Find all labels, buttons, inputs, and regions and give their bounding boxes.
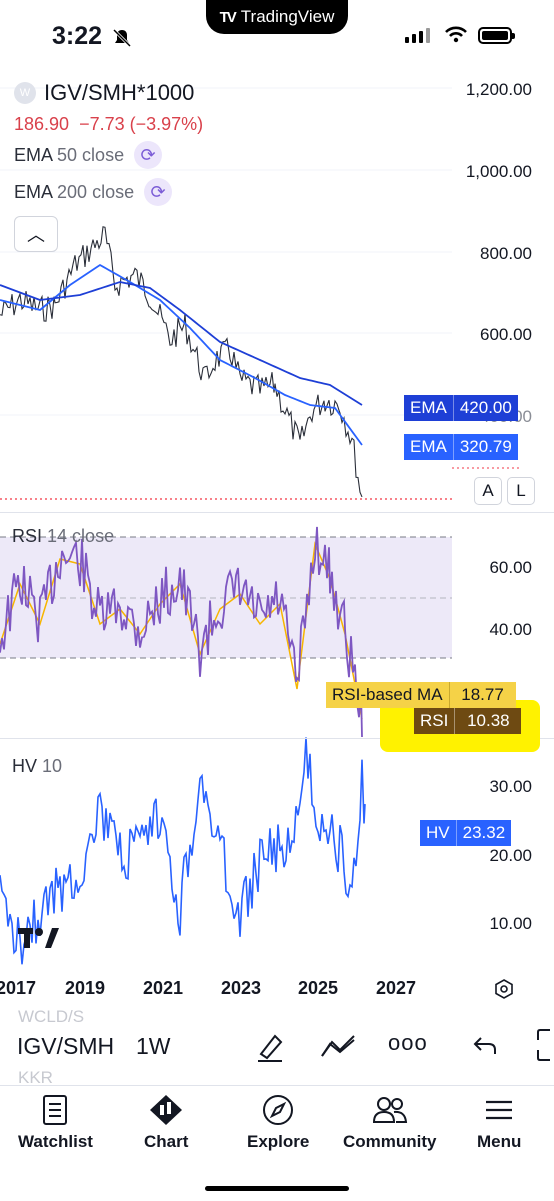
banner-app-name: TradingView — [240, 7, 335, 26]
hv-line — [0, 737, 366, 965]
hv-axis-label: 10.00 — [489, 914, 532, 933]
collapse-legend-button[interactable]: ︿ — [14, 216, 58, 252]
nav-menu[interactable]: Menu — [477, 1086, 521, 1152]
time-axis-label: 2017 — [0, 978, 37, 998]
ema200-line — [0, 281, 363, 406]
undo-icon[interactable] — [473, 1034, 497, 1056]
ema50-price-tag: EMA 320.79 — [404, 434, 518, 460]
price-axis-label: 1,000.00 — [465, 162, 532, 181]
rsi-params: 14 close — [47, 526, 115, 546]
symbol-legend[interactable]: W IGV/SMH*1000 — [14, 80, 194, 106]
rsi-axis-label: 40.00 — [489, 620, 532, 639]
hv-value-tag: HV 23.32 — [420, 820, 512, 846]
nav-label: Explore — [247, 1132, 310, 1151]
tradingview-banner[interactable]: TV TradingView — [206, 0, 348, 34]
nav-label: Community — [343, 1132, 437, 1151]
tag-label: EMA — [410, 437, 447, 456]
battery-icon — [478, 27, 515, 44]
tag-value: 320.79 — [452, 434, 518, 460]
tag-value: 23.32 — [455, 820, 512, 846]
rsi-ma-tag: RSI-based MA 18.77 — [326, 682, 516, 708]
settings-hexagon-icon[interactable] — [493, 978, 515, 1000]
auto-scale-button[interactable]: A — [474, 477, 502, 505]
pane-divider[interactable] — [0, 512, 554, 513]
hv-legend[interactable]: HV 10 — [12, 756, 62, 777]
ema200-legend[interactable]: EMA 200 close ⟳ — [14, 178, 173, 206]
last-price: 186.90 — [14, 114, 70, 134]
chevron-up-icon: ︿ — [27, 225, 45, 245]
tag-value: 420.00 — [452, 395, 518, 421]
nav-community[interactable]: Community — [343, 1086, 437, 1152]
ghost-symbol: KKR — [18, 1068, 53, 1087]
ema50-label: EMA — [14, 144, 53, 165]
price-pane-grid — [0, 87, 452, 416]
time-axis-label: 2019 — [65, 978, 106, 998]
silent-bell-icon — [112, 28, 132, 48]
time-axis-label: 2021 — [143, 978, 184, 998]
fullscreen-icon[interactable] — [536, 1028, 554, 1062]
ema50-line — [0, 263, 363, 446]
community-icon — [372, 1097, 407, 1123]
price-axis-label: 600.00 — [480, 325, 532, 344]
drawing-pen-icon[interactable] — [255, 1030, 285, 1064]
tradingview-logo-icon: TV — [219, 8, 237, 26]
refresh-icon[interactable]: ⟳ — [144, 178, 173, 206]
time-axis-label: 2027 — [376, 978, 417, 998]
signal-icon — [405, 28, 430, 43]
hv-params: 10 — [42, 756, 63, 776]
more-options-icon[interactable]: ooo — [388, 1030, 428, 1055]
tag-value: 10.38 — [454, 708, 521, 734]
hv-axis-label: 20.00 — [489, 846, 532, 865]
exchange-badge: W — [14, 82, 36, 104]
tag-value: 18.77 — [448, 682, 516, 708]
ghost-symbol: WCLD/S — [18, 1007, 85, 1026]
tradingview-watermark-icon — [18, 928, 59, 948]
nav-explore[interactable]: Explore — [247, 1086, 309, 1152]
bottom-nav: Watchlist Chart Explore Community Menu — [0, 1085, 554, 1201]
home-indicator — [205, 1186, 349, 1191]
timeframe-button[interactable]: 1W — [136, 1033, 171, 1059]
log-scale-button[interactable]: L — [507, 477, 535, 505]
time-axis-label: 2023 — [221, 978, 262, 998]
price-axis-label: 1,200.00 — [465, 80, 532, 99]
ema50-legend[interactable]: EMA 50 close ⟳ — [14, 141, 163, 169]
price-series-line — [0, 226, 363, 498]
refresh-icon[interactable]: ⟳ — [134, 141, 163, 169]
nav-label: Chart — [144, 1132, 189, 1151]
watchlist-icon — [43, 1095, 68, 1125]
symbol-search-button[interactable]: IGV/SMH — [17, 1033, 115, 1059]
rsi-axis-label: 60.00 — [489, 558, 532, 577]
tag-label: RSI-based MA — [332, 685, 443, 704]
ema50-params: 50 close — [57, 144, 125, 165]
nav-chart[interactable]: Chart — [144, 1086, 188, 1152]
time-axis-label: 2025 — [298, 978, 339, 998]
wifi-icon — [445, 26, 467, 43]
price-axis-label: 800.00 — [480, 244, 532, 263]
ema200-label: EMA — [14, 181, 53, 202]
menu-icon — [486, 1100, 513, 1120]
tag-label: HV — [426, 823, 450, 842]
hv-title: HV — [12, 756, 38, 776]
rsi-legend[interactable]: RSI 14 close — [12, 526, 114, 547]
symbol-title[interactable]: IGV/SMH*1000 — [44, 80, 195, 105]
nav-label: Menu — [477, 1132, 522, 1151]
nav-label: Watchlist — [18, 1132, 93, 1151]
tag-label: RSI — [420, 711, 449, 730]
chart-canvas[interactable] — [0, 60, 554, 1000]
indicators-icon[interactable] — [320, 1034, 356, 1060]
compass-icon — [263, 1095, 294, 1125]
pane-divider[interactable] — [0, 738, 554, 739]
rsi-line — [0, 526, 363, 738]
rsi-value-tag: RSI 10.38 — [414, 708, 522, 734]
ema200-params: 200 close — [57, 181, 135, 202]
status-time: 3:22 — [52, 22, 103, 50]
hv-axis-label: 30.00 — [489, 777, 532, 796]
chart-icon — [150, 1095, 183, 1125]
price-change: 186.90 −7.73 (−3.97%) — [14, 114, 203, 135]
change-value: −7.73 (−3.97%) — [79, 114, 204, 134]
nav-watchlist[interactable]: Watchlist — [18, 1086, 93, 1152]
rsi-title: RSI — [12, 526, 43, 546]
ema200-price-tag: EMA 420.00 — [404, 395, 518, 421]
tag-label: EMA — [410, 398, 447, 417]
